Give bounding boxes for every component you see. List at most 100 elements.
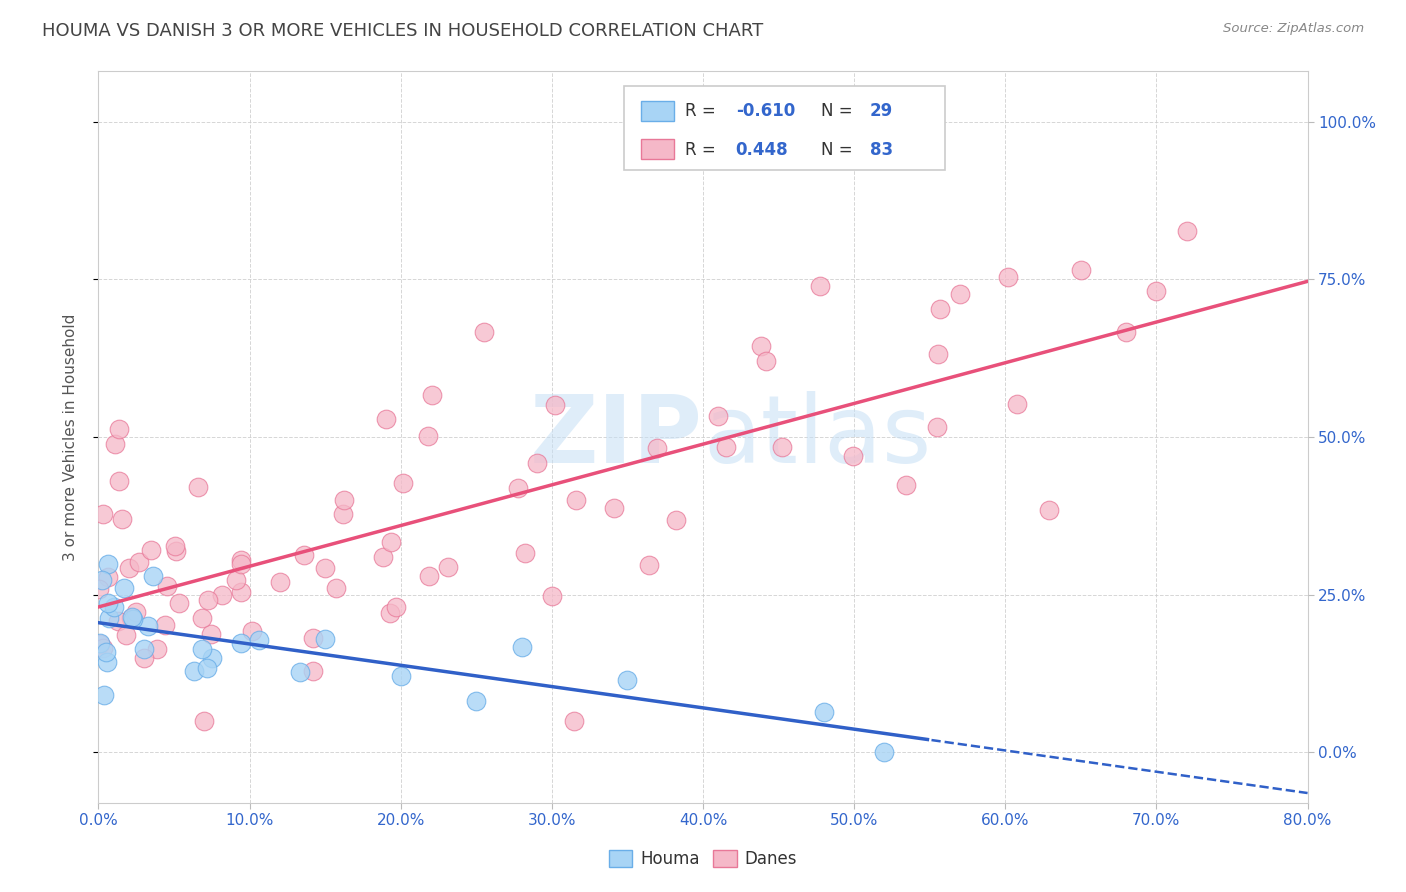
- Point: [418, 568, 440, 582]
- Point: [873, 745, 896, 759]
- Point: [91, 641, 114, 656]
- Point: [1175, 224, 1198, 238]
- Text: Source: ZipAtlas.com: Source: ZipAtlas.com: [1223, 22, 1364, 36]
- Point: [120, 611, 142, 625]
- Point: [808, 278, 831, 293]
- Point: [540, 589, 562, 603]
- Point: [132, 641, 155, 656]
- Text: N =: N =: [821, 141, 859, 159]
- Point: [418, 429, 440, 443]
- Point: [506, 481, 529, 495]
- Point: [1146, 284, 1168, 298]
- Point: [437, 559, 460, 574]
- Text: R =: R =: [685, 141, 721, 159]
- Point: [325, 581, 347, 595]
- Text: HOUMA VS DANISH 3 OR MORE VEHICLES IN HOUSEHOLD CORRELATION CHART: HOUMA VS DANISH 3 OR MORE VEHICLES IN HO…: [42, 22, 763, 40]
- Point: [167, 596, 190, 610]
- Point: [1070, 263, 1092, 277]
- Point: [565, 493, 588, 508]
- Point: [231, 553, 253, 567]
- Point: [314, 632, 336, 646]
- Point: [201, 650, 224, 665]
- Point: [603, 500, 626, 515]
- Point: [142, 568, 165, 582]
- Point: [894, 477, 917, 491]
- Point: [225, 573, 247, 587]
- Point: [108, 422, 131, 436]
- Point: [89, 637, 111, 651]
- Point: [132, 650, 155, 665]
- Point: [770, 440, 793, 454]
- Point: [121, 610, 143, 624]
- Point: [111, 512, 134, 526]
- Point: [371, 550, 394, 565]
- Point: [197, 592, 219, 607]
- Point: [191, 642, 214, 657]
- Legend: Houma, Danes: Houma, Danes: [602, 844, 804, 875]
- Point: [200, 627, 222, 641]
- Point: [526, 456, 548, 470]
- Point: [128, 555, 150, 569]
- Point: [391, 475, 413, 490]
- Point: [928, 301, 950, 316]
- Point: [103, 600, 125, 615]
- Point: [193, 714, 215, 728]
- Point: [97, 557, 120, 571]
- Point: [118, 560, 141, 574]
- Point: [97, 597, 120, 611]
- FancyBboxPatch shape: [641, 101, 673, 120]
- Point: [247, 633, 270, 648]
- Point: [302, 665, 325, 679]
- Text: atlas: atlas: [703, 391, 931, 483]
- Text: 83: 83: [870, 141, 893, 159]
- Point: [288, 665, 311, 679]
- Point: [714, 440, 737, 454]
- Point: [229, 584, 252, 599]
- Point: [165, 544, 187, 558]
- Point: [380, 534, 402, 549]
- Point: [97, 570, 120, 584]
- Point: [1115, 325, 1137, 339]
- Point: [122, 612, 145, 626]
- Point: [94, 645, 117, 659]
- Point: [332, 507, 354, 521]
- Point: [187, 480, 209, 494]
- Point: [314, 561, 336, 575]
- Point: [93, 688, 115, 702]
- Point: [1038, 503, 1060, 517]
- Point: [87, 582, 110, 596]
- Point: [842, 449, 865, 463]
- Point: [749, 339, 772, 353]
- Point: [91, 507, 114, 521]
- Point: [332, 493, 354, 508]
- Point: [949, 286, 972, 301]
- Text: -0.610: -0.610: [735, 103, 794, 120]
- Point: [108, 474, 131, 488]
- Text: R =: R =: [685, 103, 721, 120]
- Point: [89, 635, 111, 649]
- Point: [472, 325, 495, 339]
- Point: [146, 642, 169, 657]
- Point: [380, 607, 402, 621]
- Point: [997, 269, 1019, 284]
- Point: [302, 631, 325, 645]
- Point: [136, 618, 159, 632]
- Point: [513, 546, 536, 560]
- Point: [112, 582, 135, 596]
- Point: [240, 624, 263, 638]
- Point: [229, 557, 252, 571]
- Point: [163, 540, 186, 554]
- Point: [114, 627, 136, 641]
- Text: 0.448: 0.448: [735, 141, 789, 159]
- Point: [141, 542, 163, 557]
- Point: [927, 347, 949, 361]
- Point: [98, 611, 121, 625]
- Point: [374, 412, 396, 426]
- Point: [211, 588, 233, 602]
- Point: [465, 694, 488, 708]
- Point: [638, 558, 661, 572]
- Point: [420, 388, 443, 402]
- Point: [645, 441, 668, 455]
- Point: [269, 575, 291, 590]
- Text: N =: N =: [821, 103, 859, 120]
